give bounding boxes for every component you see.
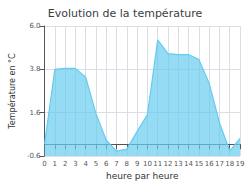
svg-text:4: 4 <box>83 160 88 168</box>
svg-text:12: 12 <box>164 160 173 168</box>
svg-text:3.8: 3.8 <box>29 65 40 73</box>
svg-text:17: 17 <box>215 160 224 168</box>
svg-text:7: 7 <box>114 160 118 168</box>
svg-text:-0.6: -0.6 <box>27 152 41 160</box>
svg-text:6.0: 6.0 <box>29 22 40 30</box>
svg-text:Evolution de la température: Evolution de la température <box>48 7 203 20</box>
svg-text:6: 6 <box>104 160 109 168</box>
svg-text:13: 13 <box>174 160 183 168</box>
svg-text:18: 18 <box>225 160 234 168</box>
svg-text:8: 8 <box>125 160 129 168</box>
svg-text:9: 9 <box>135 160 139 168</box>
svg-text:2: 2 <box>63 160 67 168</box>
svg-text:1: 1 <box>53 160 57 168</box>
svg-text:3: 3 <box>73 160 77 168</box>
svg-text:15: 15 <box>194 160 203 168</box>
svg-text:10: 10 <box>143 160 152 168</box>
svg-text:14: 14 <box>184 160 193 168</box>
svg-text:11: 11 <box>153 160 162 168</box>
svg-text:5: 5 <box>94 160 98 168</box>
svg-text:0: 0 <box>42 160 46 168</box>
svg-text:19: 19 <box>236 160 245 168</box>
svg-text:heure par heure: heure par heure <box>106 171 179 181</box>
svg-text:1.6: 1.6 <box>29 109 41 117</box>
svg-text:16: 16 <box>205 160 214 168</box>
svg-text:Température en °C: Température en °C <box>7 53 17 130</box>
